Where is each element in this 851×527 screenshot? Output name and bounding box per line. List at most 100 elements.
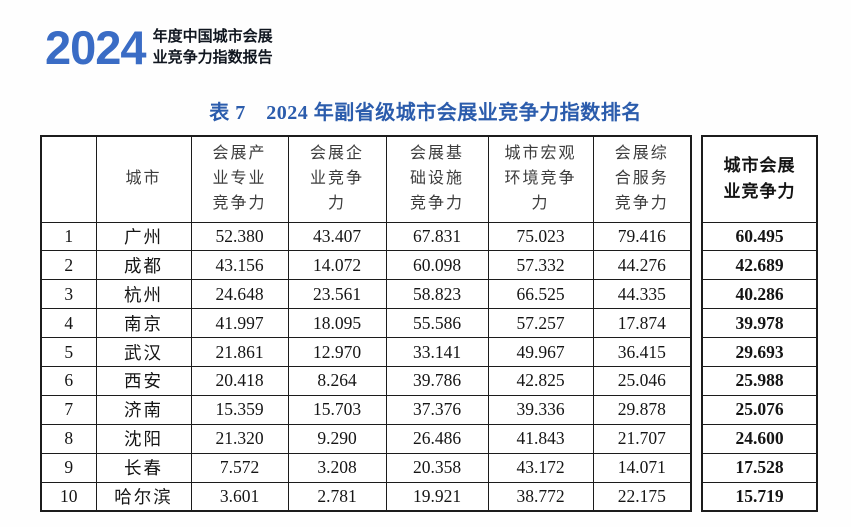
table-row: 2 成都 43.156 14.072 60.098 57.332 44.276 xyxy=(40,250,692,281)
total-row: 29.693 xyxy=(701,337,818,367)
brand-subtitle: 年度中国城市会展 业竞争力指数报告 xyxy=(152,28,273,66)
value-cell: 26.486 xyxy=(385,423,489,454)
value-cell: 17.874 xyxy=(592,308,692,339)
total-column-table: 城市会展 业竞争力 60.495 42.689 40.286 39.978 29.693… xyxy=(701,135,818,512)
total-row: 42.689 xyxy=(701,250,818,281)
value-cell: 58.823 xyxy=(385,279,489,310)
col-header-rank xyxy=(40,135,97,223)
total-value-cell: 40.286 xyxy=(701,279,818,310)
total-row: 25.076 xyxy=(701,394,818,425)
total-value-cell: 60.495 xyxy=(701,221,818,252)
value-cell: 8.264 xyxy=(287,365,387,396)
total-row: 24.600 xyxy=(701,423,818,454)
total-value-cell: 25.988 xyxy=(701,365,818,396)
value-cell: 7.572 xyxy=(190,452,289,483)
value-cell: 20.418 xyxy=(190,365,289,396)
rank-cell: 5 xyxy=(40,337,97,367)
total-row: 60.495 xyxy=(701,221,818,252)
total-row: 39.978 xyxy=(701,308,818,339)
value-cell: 19.921 xyxy=(385,481,489,512)
col-header-enterprise: 会展企 业竞争 力 xyxy=(287,135,387,223)
col-header-macro: 城市宏观 环境竞争 力 xyxy=(487,135,594,223)
value-cell: 39.786 xyxy=(385,365,489,396)
value-cell: 15.359 xyxy=(190,394,289,425)
brand-year: 2024 xyxy=(45,21,147,74)
city-cell: 武汉 xyxy=(95,337,192,367)
value-cell: 37.376 xyxy=(385,394,489,425)
value-cell: 12.970 xyxy=(287,337,387,367)
value-cell: 3.208 xyxy=(287,452,387,483)
city-cell: 南京 xyxy=(95,308,192,339)
total-row: 17.528 xyxy=(701,452,818,483)
total-value-cell: 29.693 xyxy=(701,337,818,367)
value-cell: 23.561 xyxy=(287,279,387,310)
value-cell: 57.332 xyxy=(487,250,594,281)
value-cell: 25.046 xyxy=(592,365,692,396)
table-row: 6 西安 20.418 8.264 39.786 42.825 25.046 xyxy=(40,365,692,396)
value-cell: 38.772 xyxy=(487,481,594,512)
value-cell: 21.861 xyxy=(190,337,289,367)
total-value-cell: 42.689 xyxy=(701,250,818,281)
city-cell: 成都 xyxy=(95,250,192,281)
value-cell: 44.276 xyxy=(592,250,692,281)
value-cell: 57.257 xyxy=(487,308,594,339)
value-cell: 41.843 xyxy=(487,423,594,454)
table-row: 3 杭州 24.648 23.561 58.823 66.525 44.335 xyxy=(40,279,692,310)
city-cell: 长春 xyxy=(95,452,192,483)
value-cell: 36.415 xyxy=(592,337,692,367)
city-cell: 哈尔滨 xyxy=(95,481,192,512)
value-cell: 43.172 xyxy=(487,452,594,483)
value-cell: 43.156 xyxy=(190,250,289,281)
total-row: 15.719 xyxy=(701,481,818,512)
table-row: 7 济南 15.359 15.703 37.376 39.336 29.878 xyxy=(40,394,692,425)
rank-cell: 1 xyxy=(40,221,97,252)
city-cell: 西安 xyxy=(95,365,192,396)
value-cell: 66.525 xyxy=(487,279,594,310)
value-cell: 67.831 xyxy=(385,221,489,252)
value-cell: 42.825 xyxy=(487,365,594,396)
value-cell: 22.175 xyxy=(592,481,692,512)
rank-cell: 8 xyxy=(40,423,97,454)
value-cell: 2.781 xyxy=(287,481,387,512)
value-cell: 14.071 xyxy=(592,452,692,483)
city-cell: 杭州 xyxy=(95,279,192,310)
value-cell: 21.707 xyxy=(592,423,692,454)
rank-cell: 10 xyxy=(40,481,97,512)
value-cell: 41.997 xyxy=(190,308,289,339)
city-cell: 广州 xyxy=(95,221,192,252)
total-row: 40.286 xyxy=(701,279,818,310)
rank-cell: 4 xyxy=(40,308,97,339)
main-table: 城市 会展产 业专业 竞争力 会展企 业竞争 力 会展基 础设施 竞争力 城市宏… xyxy=(40,135,692,512)
value-cell: 18.095 xyxy=(287,308,387,339)
table-row: 9 长春 7.572 3.208 20.358 43.172 14.071 xyxy=(40,452,692,483)
value-cell: 21.320 xyxy=(190,423,289,454)
rank-cell: 2 xyxy=(40,250,97,281)
value-cell: 20.358 xyxy=(385,452,489,483)
table-row: 1 广州 52.380 43.407 67.831 75.023 79.416 xyxy=(40,221,692,252)
value-cell: 29.878 xyxy=(592,394,692,425)
total-value-cell: 24.600 xyxy=(701,423,818,454)
value-cell: 39.336 xyxy=(487,394,594,425)
header-row: 城市 会展产 业专业 竞争力 会展企 业竞争 力 会展基 础设施 竞争力 城市宏… xyxy=(40,135,692,223)
rank-cell: 3 xyxy=(40,279,97,310)
table-row: 10 哈尔滨 3.601 2.781 19.921 38.772 22.175 xyxy=(40,481,692,512)
table-row: 8 沈阳 21.320 9.290 26.486 41.843 21.707 xyxy=(40,423,692,454)
value-cell: 55.586 xyxy=(385,308,489,339)
value-cell: 33.141 xyxy=(385,337,489,367)
total-value-cell: 15.719 xyxy=(701,481,818,512)
col-header-infrastructure: 会展基 础设施 竞争力 xyxy=(385,135,489,223)
total-value-cell: 25.076 xyxy=(701,394,818,425)
table-title: 表 7 2024 年副省级城市会展业竞争力指数排名 xyxy=(209,102,642,124)
value-cell: 60.098 xyxy=(385,250,489,281)
value-cell: 49.967 xyxy=(487,337,594,367)
value-cell: 14.072 xyxy=(287,250,387,281)
value-cell: 9.290 xyxy=(287,423,387,454)
city-cell: 济南 xyxy=(95,394,192,425)
table-row: 4 南京 41.997 18.095 55.586 57.257 17.874 xyxy=(40,308,692,339)
value-cell: 79.416 xyxy=(592,221,692,252)
total-header-row: 城市会展 业竞争力 xyxy=(701,135,818,223)
value-cell: 24.648 xyxy=(190,279,289,310)
col-header-city: 城市 xyxy=(95,135,192,223)
total-row: 25.988 xyxy=(701,365,818,396)
rank-cell: 7 xyxy=(40,394,97,425)
